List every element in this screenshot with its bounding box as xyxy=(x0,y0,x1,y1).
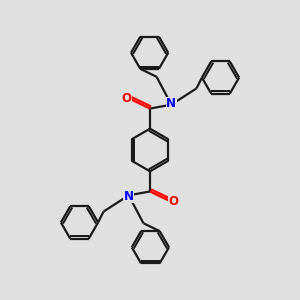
Text: N: N xyxy=(124,190,134,202)
Text: O: O xyxy=(168,195,178,208)
Text: O: O xyxy=(122,92,132,105)
Text: N: N xyxy=(166,98,176,110)
